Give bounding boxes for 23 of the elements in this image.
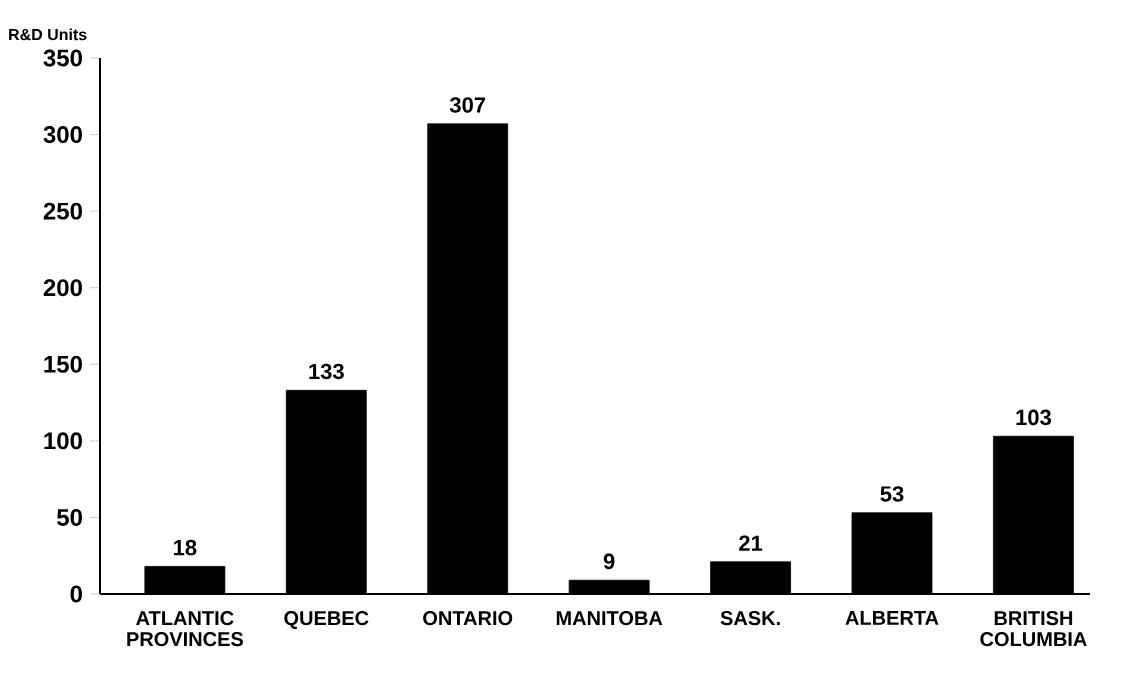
y-tick-label: 150 bbox=[44, 355, 82, 373]
x-tick-label: ALBERTA bbox=[845, 611, 939, 625]
y-tick-label: 300 bbox=[43, 126, 82, 144]
data-label: 307 bbox=[449, 97, 486, 113]
y-axis-title: R&D Units bbox=[9, 28, 87, 41]
y-tick-label: 200 bbox=[43, 279, 82, 297]
x-tick-label: QUEBEC bbox=[284, 611, 369, 629]
y-tick-label: 50 bbox=[57, 508, 82, 526]
y-tick-label: 100 bbox=[44, 432, 82, 450]
data-label: 53 bbox=[880, 486, 904, 502]
y-tick-label: 0 bbox=[70, 585, 82, 603]
y-tick-label: 350 bbox=[43, 49, 82, 67]
data-label: 21 bbox=[739, 535, 763, 551]
data-label: 9 bbox=[603, 553, 615, 570]
y-tick-label: 250 bbox=[43, 202, 82, 220]
data-label: 133 bbox=[309, 363, 344, 380]
data-label: 103 bbox=[1016, 409, 1051, 426]
data-label: 18 bbox=[174, 539, 197, 556]
x-tick-label: SASK. bbox=[720, 611, 780, 626]
x-tick-label: ONTARIO bbox=[423, 611, 513, 626]
x-tick-label: BRITISH COLUMBIA bbox=[980, 611, 1087, 647]
x-tick-label: ATLANTIC PROVINCES bbox=[127, 611, 243, 647]
x-tick-label: MANITOBA bbox=[556, 611, 663, 626]
